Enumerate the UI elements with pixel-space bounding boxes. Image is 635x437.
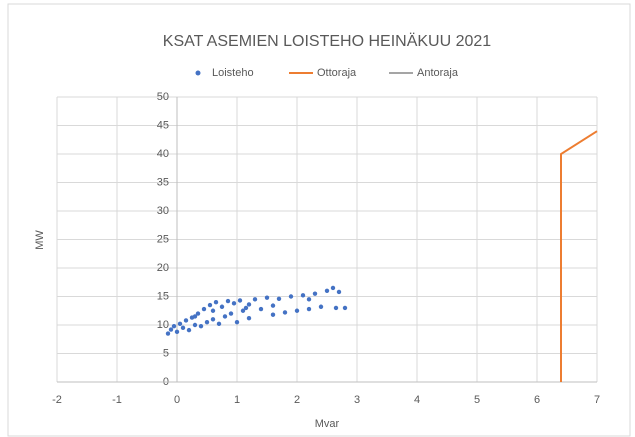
x-tick-label: 0 bbox=[174, 394, 180, 406]
point bbox=[324, 288, 330, 293]
point bbox=[294, 308, 300, 313]
point bbox=[174, 329, 180, 335]
point bbox=[192, 314, 198, 319]
point bbox=[210, 317, 216, 322]
point bbox=[186, 327, 192, 333]
point bbox=[276, 296, 282, 301]
point bbox=[336, 289, 342, 295]
line bbox=[560, 130, 598, 382]
point bbox=[225, 298, 231, 304]
point bbox=[213, 300, 219, 305]
point bbox=[234, 319, 240, 325]
legend-marker bbox=[195, 70, 201, 76]
x-tick-label: 6 bbox=[534, 394, 540, 406]
point bbox=[252, 297, 258, 302]
point bbox=[270, 312, 276, 317]
y-tick-label: 15 bbox=[157, 290, 169, 302]
point bbox=[231, 301, 237, 306]
y-tick-label: 20 bbox=[157, 262, 169, 274]
y-tick-label: 35 bbox=[157, 176, 169, 188]
point bbox=[282, 310, 288, 315]
y-tick-label: 30 bbox=[157, 205, 169, 217]
y-tick-label: 10 bbox=[157, 319, 169, 331]
point bbox=[306, 306, 312, 312]
point bbox=[312, 291, 318, 296]
point bbox=[201, 306, 207, 312]
legend-label: Loisteho bbox=[212, 67, 254, 79]
point bbox=[204, 319, 210, 325]
point bbox=[216, 321, 222, 327]
legend-label: Ottoraja bbox=[317, 67, 357, 79]
chart-frame bbox=[7, 3, 631, 437]
y-tick-label: 50 bbox=[157, 91, 169, 103]
point bbox=[222, 314, 228, 319]
x-tick-label: 4 bbox=[414, 394, 420, 406]
point bbox=[198, 323, 204, 329]
point bbox=[171, 323, 177, 329]
x-tick-label: 1 bbox=[234, 394, 240, 406]
y-axis-label: MW bbox=[34, 230, 46, 250]
y-tick-label: 5 bbox=[163, 347, 169, 359]
point bbox=[318, 304, 324, 309]
point bbox=[270, 303, 276, 308]
point bbox=[192, 322, 198, 328]
x-tick-label: 5 bbox=[474, 394, 480, 406]
point bbox=[330, 285, 336, 291]
point bbox=[246, 302, 252, 307]
point bbox=[264, 295, 270, 300]
point bbox=[288, 294, 294, 299]
legend-label: Antoraja bbox=[417, 67, 459, 79]
x-axis-label: Mvar bbox=[315, 418, 340, 430]
point bbox=[246, 315, 252, 321]
point bbox=[168, 327, 174, 332]
point bbox=[165, 331, 171, 336]
y-tick-label: 45 bbox=[157, 119, 169, 131]
point bbox=[195, 311, 201, 316]
x-tick-label: 2 bbox=[294, 394, 300, 406]
point bbox=[300, 293, 306, 298]
point bbox=[240, 308, 246, 313]
x-tick-label: -1 bbox=[112, 394, 122, 406]
point bbox=[258, 306, 264, 312]
y-tick-label: 25 bbox=[157, 233, 169, 245]
point bbox=[207, 302, 213, 308]
point bbox=[177, 321, 183, 327]
point bbox=[342, 305, 348, 311]
x-tick-label: 3 bbox=[354, 394, 360, 406]
point bbox=[243, 305, 249, 311]
point bbox=[219, 304, 225, 309]
point bbox=[180, 325, 186, 331]
x-tick-label: 7 bbox=[594, 394, 600, 406]
point bbox=[228, 311, 234, 316]
chart-title: KSAT ASEMIEN LOISTEHO HEINÄKUU 2021 bbox=[163, 32, 492, 50]
point bbox=[237, 298, 243, 303]
x-tick-label: -2 bbox=[52, 394, 62, 406]
point bbox=[210, 308, 216, 313]
point bbox=[183, 318, 189, 323]
point bbox=[306, 297, 312, 302]
y-tick-label: 40 bbox=[157, 148, 169, 160]
point bbox=[333, 305, 339, 311]
